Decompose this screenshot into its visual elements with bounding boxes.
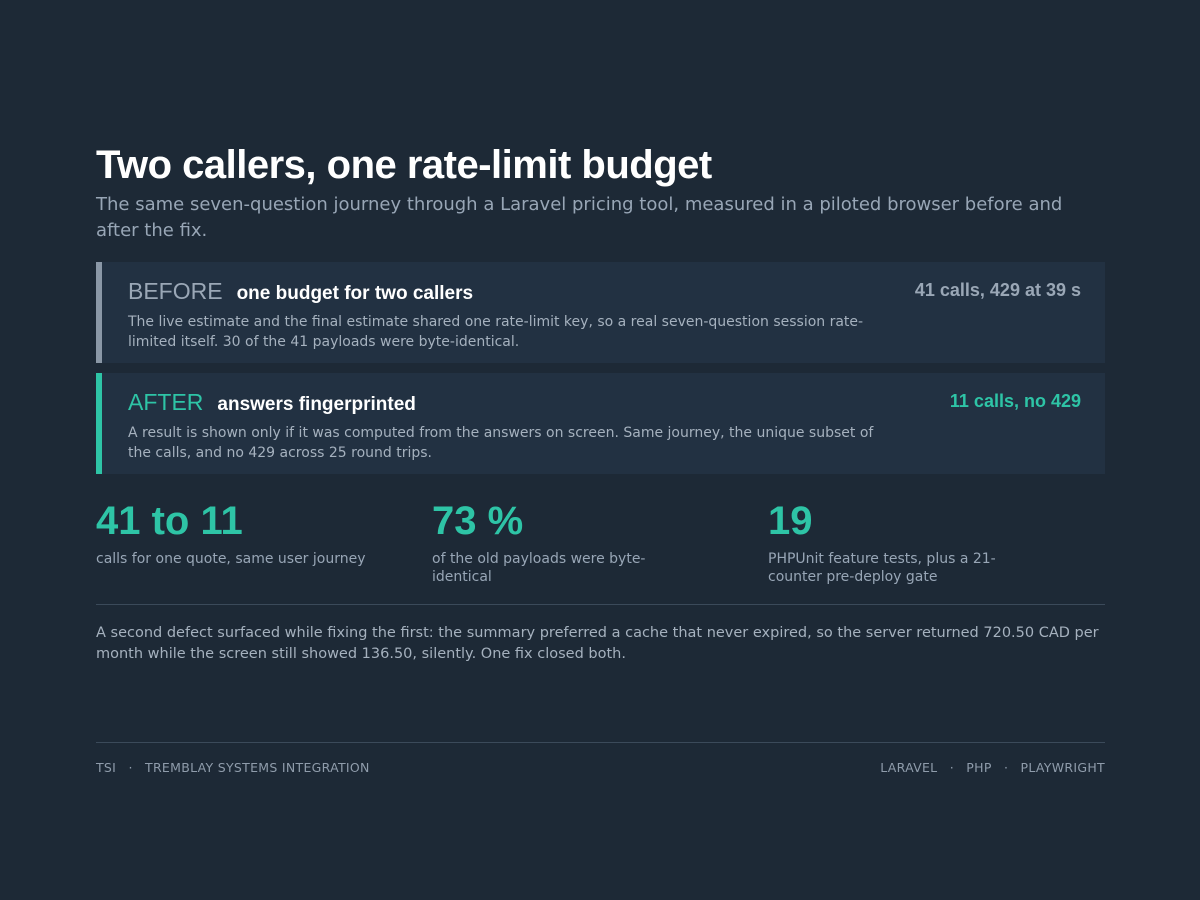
footer-tag-php: PHP xyxy=(966,760,992,775)
footer-brand: TSI xyxy=(96,760,117,775)
stat-label: PHPUnit feature tests, plus a 21-counter… xyxy=(768,551,996,585)
after-card: AFTER answers fingerprinted 11 calls, no… xyxy=(96,373,1105,474)
stat-label: of the old payloads were byte-identical xyxy=(432,551,646,585)
footnote: A second defect surfaced while fixing th… xyxy=(96,625,1099,662)
stat-tests: 19 PHPUnit feature tests, plus a 21-coun… xyxy=(768,496,1104,586)
stat-value: 73 % xyxy=(432,499,524,543)
after-metric: 11 calls, no 429 xyxy=(949,391,1081,411)
page-subtitle: The same seven-question journey through … xyxy=(96,194,1063,241)
footer: TSI · TREMBLAY SYSTEMS INTEGRATION LARAV… xyxy=(96,742,1105,775)
stat-value: 19 xyxy=(768,499,813,543)
footer-left: TSI · TREMBLAY SYSTEMS INTEGRATION xyxy=(96,760,370,775)
before-card: BEFORE one budget for two callers 41 cal… xyxy=(96,262,1105,363)
before-description: The live estimate and the final estimate… xyxy=(128,314,864,350)
footer-separator: · xyxy=(949,760,955,775)
before-heading: one budget for two callers xyxy=(236,283,474,304)
stat-label: calls for one quote, same user journey xyxy=(96,551,366,567)
page-title: Two callers, one rate-limit budget xyxy=(96,143,712,187)
before-metric: 41 calls, 429 at 39 s xyxy=(914,280,1081,300)
footer-right: LARAVEL · PHP · PLAYWRIGHT xyxy=(880,760,1105,775)
stat-identical-payloads: 73 % of the old payloads were byte-ident… xyxy=(432,496,768,586)
after-tag: AFTER xyxy=(128,389,204,415)
before-card-header: BEFORE one budget for two callers xyxy=(128,276,1081,306)
content: Two callers, one rate-limit budget The s… xyxy=(96,140,1105,665)
footer-separator: · xyxy=(128,760,133,775)
footer-tag-laravel: LARAVEL xyxy=(880,760,938,775)
footer-separator: · xyxy=(1003,760,1009,775)
footer-company: TREMBLAY SYSTEMS INTEGRATION xyxy=(145,760,370,775)
before-tag: BEFORE xyxy=(128,278,223,304)
stats-row: 41 to 11 calls for one quote, same user … xyxy=(96,496,1105,586)
after-heading: answers fingerprinted xyxy=(217,394,416,415)
after-description: A result is shown only if it was compute… xyxy=(128,425,874,461)
stat-value: 41 to 11 xyxy=(96,499,243,543)
footer-tag-playwright: PLAYWRIGHT xyxy=(1020,760,1105,775)
after-card-header: AFTER answers fingerprinted xyxy=(128,387,1081,417)
divider xyxy=(96,604,1105,605)
stat-calls: 41 to 11 calls for one quote, same user … xyxy=(96,496,432,586)
